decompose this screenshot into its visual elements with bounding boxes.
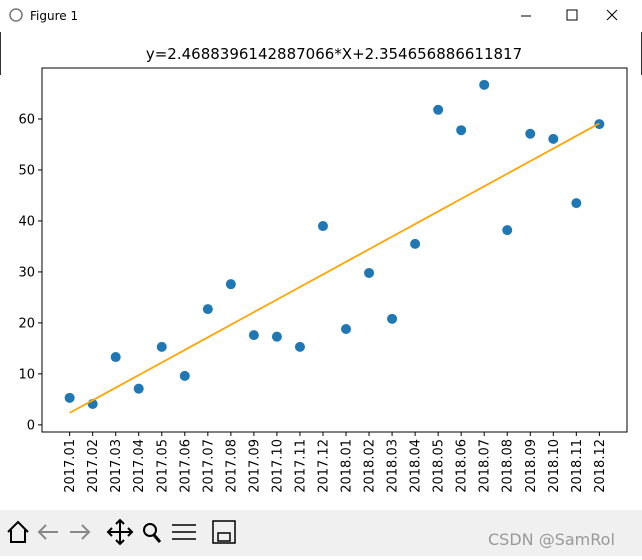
chart-title: y=2.4688396142887066*X+2.354656886611817: [146, 45, 522, 63]
toolbar: [0, 510, 642, 556]
scatter-point: [248, 330, 259, 341]
scatter-point: [410, 238, 421, 249]
scatter-point: [571, 198, 582, 209]
x-tick-label: 2017.12: [316, 439, 331, 493]
x-tick-label: 2018.10: [547, 439, 562, 493]
zoom-button[interactable]: [143, 523, 157, 537]
x-tick-label: 2017.04: [132, 439, 147, 493]
x-tick-label: 2018.04: [409, 439, 424, 493]
y-tick-label: 50: [18, 163, 35, 178]
home-button[interactable]: [7, 520, 29, 543]
forward-button[interactable]: [70, 524, 91, 540]
scatter-point: [341, 324, 352, 335]
pan-button[interactable]: [106, 518, 134, 546]
close-button[interactable]: [606, 9, 618, 21]
scatter-point: [317, 221, 328, 232]
y-tick-label: 20: [18, 316, 35, 331]
x-tick-label: 2017.05: [155, 439, 170, 493]
x-tick-label: 2018.06: [455, 439, 470, 493]
axes-frame: [41, 67, 628, 433]
scatter-point: [364, 267, 375, 278]
scatter-point: [294, 341, 305, 352]
x-tick-label: 2017.07: [201, 439, 216, 493]
scatter-point: [548, 133, 559, 144]
x-tick-label: 2017.11: [293, 439, 308, 493]
plot: 0 10 20 30 40 50 60 2017.01 2017.02 2017.03 2017.0…: [18, 67, 628, 493]
x-tick-label: 2018.03: [386, 439, 401, 493]
x-tick-label: 2017.03: [109, 439, 124, 493]
x-tick-label: 2018.12: [593, 439, 608, 493]
scatter-point: [64, 392, 75, 403]
scatter-point: [202, 304, 213, 315]
scatter-point: [387, 313, 398, 324]
scatter-point: [433, 104, 444, 115]
window-title: Figure 1: [30, 9, 78, 23]
x-tick-label: 2017.10: [270, 439, 285, 493]
y-tick-label: 40: [18, 214, 35, 229]
y-tick-label: 60: [18, 112, 35, 127]
toolbar-icons: [7, 518, 236, 546]
scatter-point: [225, 279, 236, 290]
x-tick-label: 2017.09: [247, 439, 262, 493]
scatter-point: [179, 370, 190, 381]
app-icon: [9, 8, 23, 22]
back-button[interactable]: [37, 524, 58, 540]
x-tick-label: 2018.08: [501, 439, 516, 493]
y-tick-label: 30: [18, 265, 35, 280]
x-tick-label: 2017.08: [224, 439, 239, 493]
fit-line: [69, 122, 600, 414]
scatter-point: [110, 352, 121, 363]
x-tick-label: 2017.06: [178, 439, 193, 493]
scatter-point: [456, 125, 467, 136]
scatter-point: [271, 331, 282, 342]
x-tick-label: 2018.01: [340, 439, 355, 493]
y-tick-label: 0: [27, 418, 35, 433]
scatter-point: [133, 383, 144, 394]
watermark: CSDN @SamRol: [488, 530, 615, 549]
x-tick-label: 2018.07: [478, 439, 493, 493]
x-tick-label: 2018.05: [432, 439, 447, 493]
scatter-point: [502, 225, 513, 236]
configure-button[interactable]: [172, 524, 196, 540]
x-tick-label: 2018.02: [363, 439, 378, 493]
maximize-button[interactable]: [566, 9, 578, 21]
scatter-point: [525, 128, 536, 139]
scatter-point: [479, 79, 490, 90]
x-tick-label: 2018.11: [570, 439, 585, 493]
x-tick-label: 2017.02: [86, 439, 101, 493]
scatter-point: [156, 341, 167, 352]
x-tick-label: 2018.09: [524, 439, 539, 493]
y-tick-label: 10: [18, 367, 35, 382]
save-button[interactable]: [212, 520, 236, 544]
x-tick-label: 2017.01: [63, 439, 78, 493]
